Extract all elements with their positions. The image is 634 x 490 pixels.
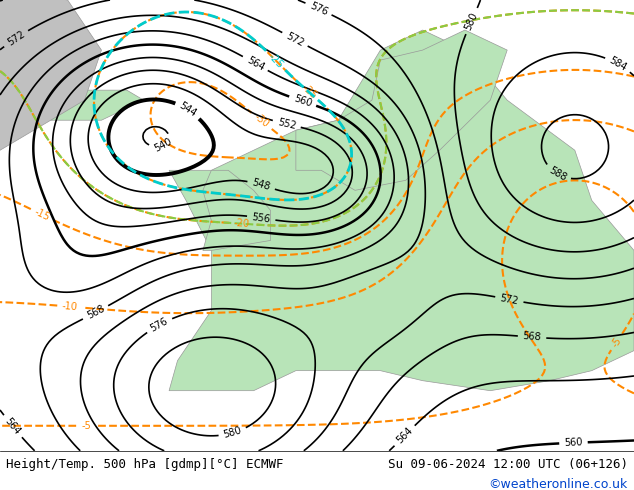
Text: 568: 568	[85, 304, 106, 321]
Text: 544: 544	[178, 101, 198, 119]
Text: -30: -30	[252, 112, 271, 130]
Polygon shape	[51, 90, 144, 120]
Text: 580: 580	[463, 10, 480, 31]
Text: 564: 564	[245, 55, 266, 73]
Text: 576: 576	[149, 316, 170, 334]
Text: Su 09-06-2024 12:00 UTC (06+126): Su 09-06-2024 12:00 UTC (06+126)	[387, 458, 628, 471]
Text: -5: -5	[81, 421, 91, 431]
Text: 584: 584	[607, 55, 628, 73]
Text: ©weatheronline.co.uk: ©weatheronline.co.uk	[488, 478, 628, 490]
Text: -25: -25	[300, 83, 318, 101]
Text: 572: 572	[284, 30, 306, 48]
Text: 568: 568	[522, 331, 541, 343]
Text: 548: 548	[251, 178, 271, 193]
Text: 552: 552	[276, 117, 297, 131]
Text: 556: 556	[251, 212, 271, 224]
Text: 580: 580	[223, 425, 243, 440]
Text: Height/Temp. 500 hPa [gdmp][°C] ECMWF: Height/Temp. 500 hPa [gdmp][°C] ECMWF	[6, 458, 284, 471]
Text: 576: 576	[308, 0, 329, 17]
Text: -10: -10	[62, 301, 79, 312]
Text: 560: 560	[564, 438, 583, 448]
Text: 564: 564	[394, 426, 415, 446]
Text: 564: 564	[3, 416, 22, 437]
Text: 540: 540	[152, 137, 174, 154]
Text: -5: -5	[610, 335, 623, 349]
Polygon shape	[203, 171, 271, 250]
Text: 572: 572	[5, 29, 27, 48]
Text: 588: 588	[547, 165, 568, 183]
Polygon shape	[296, 30, 507, 190]
Text: -25: -25	[266, 51, 285, 70]
Text: -20: -20	[234, 218, 250, 229]
Text: 560: 560	[292, 94, 313, 109]
Polygon shape	[169, 30, 634, 391]
Text: 572: 572	[499, 293, 519, 306]
Text: -15: -15	[33, 207, 52, 223]
Polygon shape	[0, 0, 101, 150]
